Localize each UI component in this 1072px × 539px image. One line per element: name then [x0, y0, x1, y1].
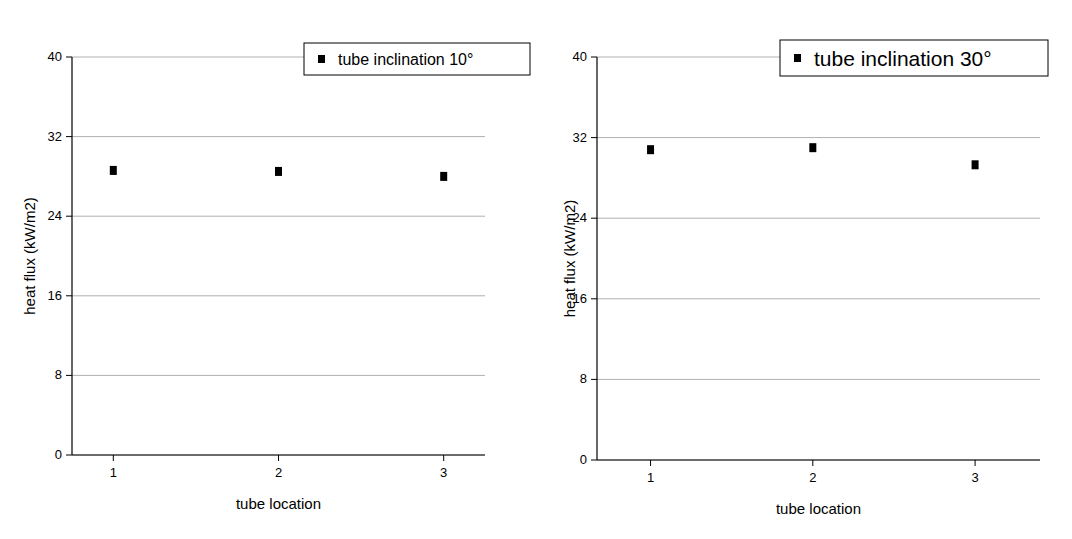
- y-tick: [591, 57, 597, 58]
- x-tick-label: 1: [647, 470, 654, 485]
- legend-box: [780, 40, 1048, 76]
- figure: 0816243240123tube locationheat flux (kW/…: [0, 0, 1072, 539]
- y-tick-label: 40: [48, 49, 62, 64]
- x-tick-label: 2: [275, 465, 282, 480]
- grid-line: [597, 137, 1040, 138]
- grid-line: [72, 295, 485, 296]
- x-tick-label: 1: [110, 465, 117, 480]
- y-tick-label: 32: [48, 129, 62, 144]
- grid-line: [597, 379, 1040, 380]
- y-tick: [66, 216, 72, 217]
- x-tick-label: 2: [809, 470, 816, 485]
- y-tick-label: 32: [573, 130, 587, 145]
- data-point: [440, 172, 447, 181]
- x-tick-label: 3: [440, 465, 447, 480]
- plot-area: [647, 143, 979, 169]
- legend: tube inclination 30°: [780, 40, 1048, 76]
- x-tick-label: 3: [971, 470, 978, 485]
- y-tick-label: 8: [55, 367, 62, 382]
- data-point: [275, 167, 282, 176]
- data-point: [110, 166, 117, 175]
- plot-area: [110, 166, 447, 181]
- y-tick: [66, 136, 72, 137]
- x-tick: [278, 455, 279, 461]
- y-tick: [591, 379, 597, 380]
- legend-marker: [794, 54, 801, 62]
- y-tick: [591, 460, 597, 461]
- y-tick-label: 24: [48, 208, 62, 223]
- chart-panel: 0816243240123tube locationheat flux (kW/…: [561, 40, 1048, 517]
- y-axis-line: [596, 57, 597, 460]
- x-tick: [975, 460, 976, 466]
- grid-line: [72, 375, 485, 376]
- y-tick: [591, 218, 597, 219]
- y-tick: [591, 298, 597, 299]
- grid-line: [597, 298, 1040, 299]
- x-axis-line: [597, 459, 1040, 460]
- y-tick: [66, 455, 72, 456]
- x-axis-label: tube location: [776, 500, 861, 517]
- x-tick: [443, 455, 444, 461]
- y-tick-label: 8: [580, 371, 587, 386]
- y-tick: [66, 375, 72, 376]
- x-tick: [650, 460, 651, 466]
- grid-line: [72, 216, 485, 217]
- x-tick: [812, 460, 813, 466]
- y-axis-line: [71, 57, 72, 455]
- grid-line: [597, 218, 1040, 219]
- x-tick: [113, 455, 114, 461]
- legend: tube inclination 10°: [304, 43, 530, 75]
- legend-marker: [318, 55, 325, 63]
- legend-box: [304, 43, 530, 75]
- grid-line: [597, 460, 1040, 461]
- y-tick-label: 0: [580, 452, 587, 467]
- y-axis-label: heat flux (kW/m2): [21, 197, 38, 315]
- y-tick: [66, 57, 72, 58]
- grid-line: [72, 136, 485, 137]
- chart-panel: 0 8 16 24 32 40 1 2 3 tube location heat flux (kW/…: [21, 43, 530, 512]
- y-tick-label: 40: [573, 49, 587, 64]
- y-tick: [591, 137, 597, 138]
- y-tick-label: 0: [55, 447, 62, 462]
- legend-label: tube inclination 30°: [814, 47, 992, 70]
- y-axis-label: heat flux (kW/m2): [561, 200, 578, 318]
- legend-label: tube inclination 10°: [338, 51, 473, 68]
- x-axis-label: tube location: [236, 495, 321, 512]
- y-tick: [66, 295, 72, 296]
- data-point: [647, 145, 654, 154]
- data-point: [809, 143, 816, 152]
- y-tick-label: 16: [48, 288, 62, 303]
- data-point: [972, 160, 979, 169]
